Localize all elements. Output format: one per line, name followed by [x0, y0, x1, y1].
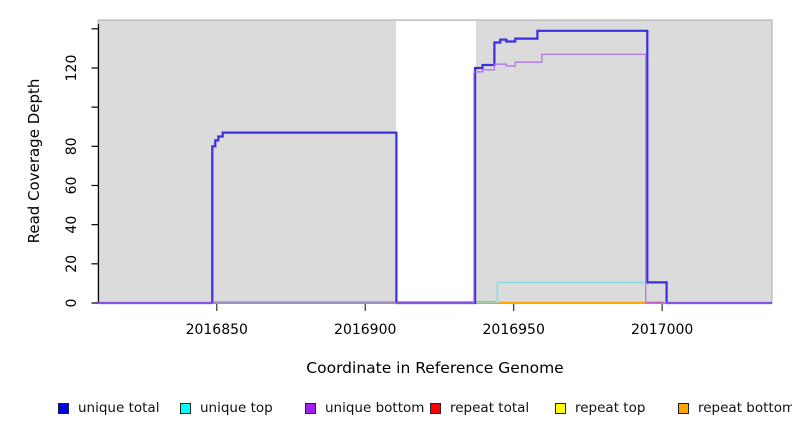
unique-top-swatch-icon — [180, 402, 191, 414]
legend-label: unique total — [78, 400, 160, 416]
legend-label: repeat bottom — [698, 400, 792, 416]
series-unique-total — [98, 29, 772, 305]
y-tick-label: 40 — [64, 216, 80, 234]
legend-label: unique top — [200, 400, 273, 416]
unique-total-swatch-icon — [58, 402, 69, 414]
legend-label: unique bottom — [325, 400, 425, 416]
legend-item-unique-total: unique total — [58, 399, 159, 417]
legend-item-repeat-total: repeat total — [430, 399, 529, 417]
y-tick-label: 60 — [64, 177, 80, 195]
coverage-gap-band — [396, 21, 476, 304]
legend: unique total unique top unique bottom re… — [0, 399, 792, 419]
legend-item-unique-bottom: unique bottom — [305, 399, 424, 417]
y-tick-label: 120 — [64, 55, 80, 82]
y-tick-label: 80 — [64, 137, 80, 155]
legend-label: repeat top — [575, 400, 646, 416]
legend-item-unique-top: unique top — [180, 399, 273, 417]
repeat-top-swatch-icon — [555, 402, 566, 414]
x-tick-label: 2016900 — [334, 322, 396, 338]
series-unique-top — [496, 281, 645, 303]
x-tick-label: 2016850 — [186, 322, 248, 338]
y-tick-label: 20 — [64, 255, 80, 273]
legend-item-repeat-bottom: repeat bottom — [678, 399, 792, 417]
x-axis-title: Coordinate in Reference Genome — [306, 359, 564, 377]
x-tick-label: 2016950 — [483, 322, 545, 338]
y-tick-label: 0 — [64, 299, 80, 308]
repeat-bottom-swatch-icon — [678, 402, 689, 414]
unique-bottom-swatch-icon — [305, 402, 316, 414]
legend-item-repeat-top: repeat top — [555, 399, 645, 417]
series-unique-bottom — [98, 53, 772, 304]
x-tick-label: 2017000 — [631, 322, 693, 338]
y-axis-title: Read Coverage Depth — [25, 78, 43, 244]
repeat-total-swatch-icon — [430, 402, 441, 414]
legend-label: repeat total — [450, 400, 530, 416]
